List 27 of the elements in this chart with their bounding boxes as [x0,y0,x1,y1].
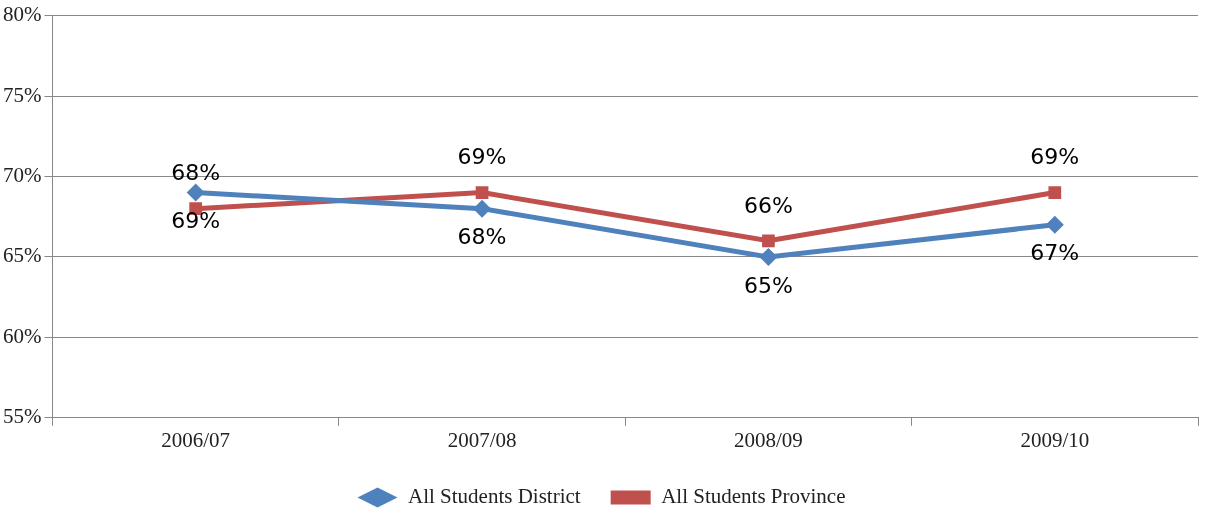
x-tick-label: 2007/08 [447,427,517,452]
point [475,186,489,199]
point [1045,215,1064,234]
data-label: 65% [743,272,793,298]
point [762,234,775,248]
x-tick-label: 2009/10 [1020,427,1090,452]
data-label: 66% [743,192,793,218]
x-tick-label: 2008/09 [734,427,803,452]
data-label: 69% [1030,144,1080,170]
data-label: 67% [1030,240,1080,266]
data-label: 68% [171,160,221,186]
y-tick-label: 55% [2,404,42,429]
legend-label: All Students District [408,484,581,509]
y-tick-label: 60% [2,323,42,348]
legend-label: All Students Province [661,484,846,509]
y-tick-label: 75% [2,82,42,107]
data-label: 68% [457,224,507,250]
data-label: 69% [457,144,507,170]
data-label: 69% [171,208,221,234]
point [1048,186,1062,199]
point [759,247,778,266]
x-tick-label: 2006/07 [161,427,231,452]
point [186,183,205,202]
y-tick-label: 65% [2,243,42,268]
y-tick-label: 70% [2,163,42,187]
point [473,199,492,218]
y-tick-label: 80% [2,2,42,27]
